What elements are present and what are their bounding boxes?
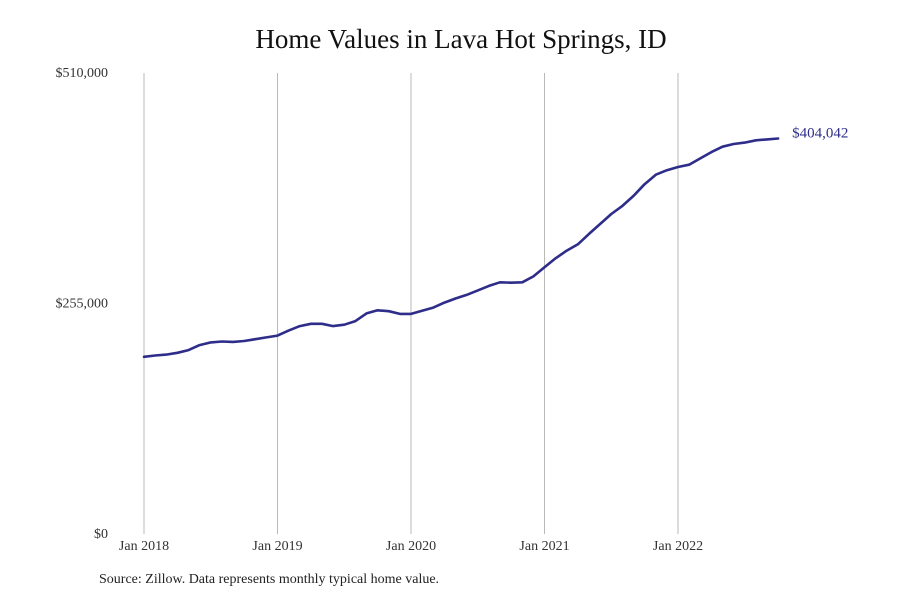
x-tick-label: Jan 2020 [386, 539, 436, 554]
source-note: Source: Zillow. Data represents monthly … [99, 572, 440, 587]
end-label-layer: $404,042 [792, 126, 848, 142]
y-axis-ticks: $0 $255,000 $510,000 [56, 66, 109, 542]
y-tick-label: $510,000 [56, 66, 109, 81]
x-axis-ticks: Jan 2018 Jan 2019 Jan 2020 Jan 2021 Jan 2022 [119, 539, 703, 554]
series-layer [142, 137, 780, 359]
chart-title: Home Values in Lava Hot Springs, ID [255, 24, 667, 54]
gridlines [143, 73, 679, 534]
end-value-label: $404,042 [792, 126, 848, 142]
x-tick-label: Jan 2021 [519, 539, 569, 554]
y-tick-label: $0 [94, 527, 108, 542]
x-tick-label: Jan 2022 [653, 539, 703, 554]
y-tick-label: $255,000 [56, 297, 109, 312]
x-tick-label: Jan 2018 [119, 539, 169, 554]
x-tick-label: Jan 2019 [252, 539, 302, 554]
series-line [142, 137, 780, 359]
